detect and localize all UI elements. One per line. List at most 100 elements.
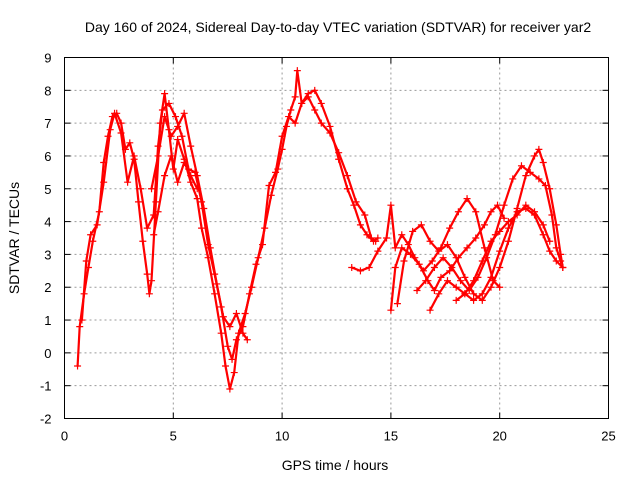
data-point bbox=[546, 247, 554, 255]
y-tick-label: 8 bbox=[44, 83, 51, 98]
data-point bbox=[171, 113, 179, 121]
data-point bbox=[409, 227, 417, 235]
data-point bbox=[78, 316, 86, 324]
grid-layer bbox=[64, 57, 609, 419]
data-point bbox=[422, 277, 430, 285]
data-point bbox=[426, 237, 434, 245]
data-point bbox=[211, 290, 219, 298]
data-point bbox=[522, 201, 530, 209]
data-point bbox=[150, 211, 158, 219]
data-point bbox=[193, 195, 201, 203]
data-point bbox=[130, 152, 138, 160]
data-point bbox=[374, 247, 382, 255]
data-point bbox=[74, 362, 82, 370]
y-tick-label: 4 bbox=[44, 215, 51, 230]
data-point bbox=[317, 99, 325, 107]
data-point bbox=[348, 264, 356, 272]
data-point bbox=[161, 113, 169, 121]
data-point bbox=[158, 106, 166, 114]
data-point bbox=[443, 241, 451, 249]
data-point bbox=[265, 181, 273, 189]
y-tick-label: 0 bbox=[44, 346, 51, 361]
data-point bbox=[531, 208, 539, 216]
data-point bbox=[82, 257, 90, 265]
data-point bbox=[200, 204, 208, 212]
data-point bbox=[372, 237, 380, 245]
data-point bbox=[178, 132, 186, 140]
data-point bbox=[391, 244, 399, 252]
data-point bbox=[435, 247, 443, 255]
data-point bbox=[487, 208, 495, 216]
data-point bbox=[139, 237, 147, 245]
data-point bbox=[500, 214, 508, 222]
data-point bbox=[365, 264, 373, 272]
data-point bbox=[161, 90, 169, 98]
data-point bbox=[143, 270, 151, 278]
data-point bbox=[100, 178, 108, 186]
data-point bbox=[326, 122, 334, 130]
data-point bbox=[154, 152, 162, 160]
data-point bbox=[535, 175, 543, 183]
data-point bbox=[452, 254, 460, 262]
data-point bbox=[174, 122, 182, 130]
data-point bbox=[437, 273, 445, 281]
y-tick-label: 3 bbox=[44, 247, 51, 262]
data-point bbox=[154, 208, 162, 216]
data-point bbox=[472, 234, 480, 242]
data-point bbox=[245, 290, 253, 298]
data-point bbox=[145, 290, 153, 298]
data-point bbox=[531, 152, 539, 160]
series-trace bbox=[152, 154, 199, 236]
data-point bbox=[219, 313, 227, 321]
data-point bbox=[187, 142, 195, 150]
data-point bbox=[243, 336, 251, 344]
data-point bbox=[335, 149, 343, 157]
data-point bbox=[285, 113, 293, 121]
data-point bbox=[226, 385, 234, 393]
data-point bbox=[111, 109, 119, 117]
data-point bbox=[496, 283, 504, 291]
data-point bbox=[228, 355, 236, 363]
data-point bbox=[352, 198, 360, 206]
series-pass-d bbox=[150, 152, 201, 239]
data-point bbox=[180, 109, 188, 117]
data-point bbox=[174, 136, 182, 144]
data-point bbox=[217, 329, 225, 337]
data-point bbox=[446, 224, 454, 232]
data-point bbox=[480, 221, 488, 229]
data-point bbox=[298, 99, 306, 107]
y-tick-label: 1 bbox=[44, 313, 51, 328]
data-point bbox=[463, 195, 471, 203]
data-point bbox=[361, 211, 369, 219]
data-point bbox=[522, 172, 530, 180]
data-point bbox=[326, 129, 334, 137]
data-point bbox=[180, 159, 188, 167]
series-trace bbox=[150, 112, 249, 341]
data-point bbox=[400, 257, 408, 265]
data-point bbox=[224, 342, 232, 350]
data-point bbox=[478, 257, 486, 265]
data-point bbox=[509, 175, 517, 183]
plot-frame bbox=[64, 57, 609, 419]
data-point bbox=[391, 264, 399, 272]
data-point bbox=[535, 145, 543, 153]
data-point bbox=[461, 290, 469, 298]
x-tick-label: 0 bbox=[61, 429, 68, 444]
data-point bbox=[500, 201, 508, 209]
data-point bbox=[293, 67, 301, 75]
data-point bbox=[461, 273, 469, 281]
data-point bbox=[76, 323, 84, 331]
data-point bbox=[167, 152, 175, 160]
data-point bbox=[448, 264, 456, 272]
data-point bbox=[367, 234, 375, 242]
data-point bbox=[198, 224, 206, 232]
x-tick-label: 25 bbox=[601, 429, 615, 444]
chart-title: Day 160 of 2024, Sidereal Day-to-day VTE… bbox=[85, 19, 591, 35]
data-point bbox=[291, 93, 299, 101]
data-point bbox=[272, 168, 280, 176]
x-tick-label: 10 bbox=[275, 429, 289, 444]
y-tick-label: -2 bbox=[40, 412, 52, 427]
data-point bbox=[559, 264, 567, 272]
data-point bbox=[452, 283, 460, 291]
